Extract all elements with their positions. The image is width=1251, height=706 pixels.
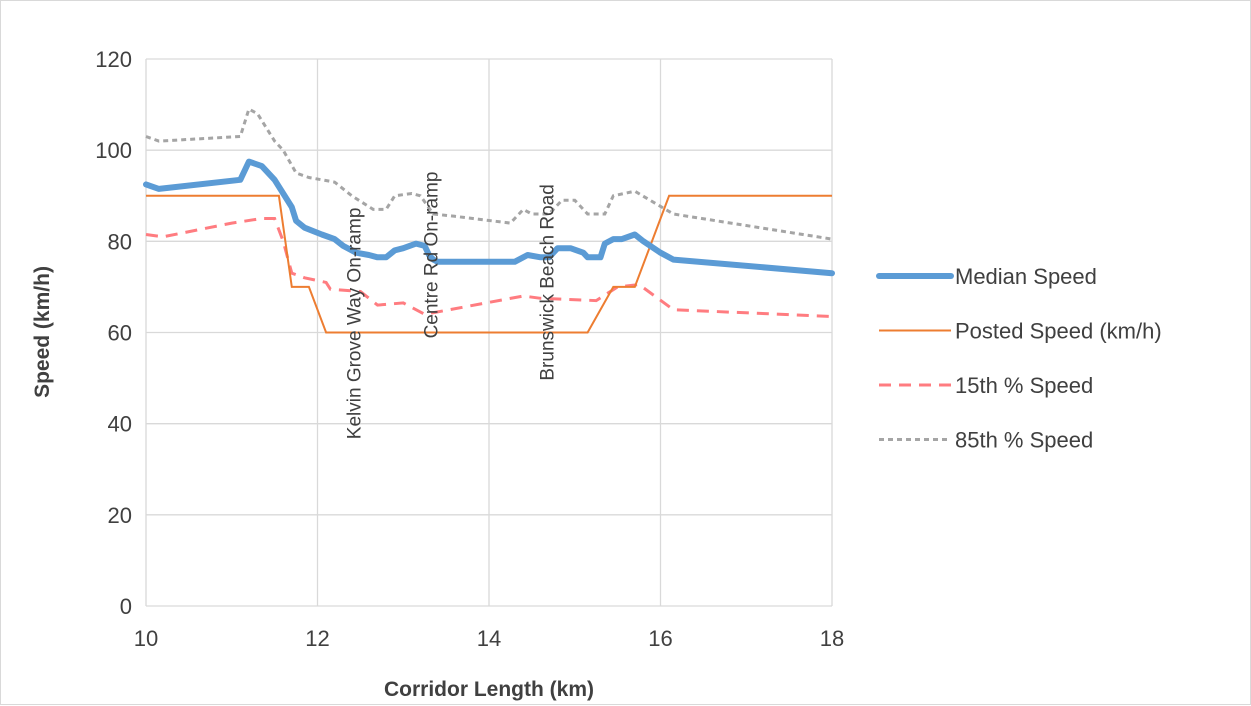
grid-lines (145, 58, 833, 607)
annotation-label: Kelvin Grove Way On-ramp (344, 208, 365, 440)
y-tick-label: 0 (120, 594, 132, 619)
legend-label: 15th % Speed (955, 373, 1093, 398)
x-tick-label: 10 (134, 626, 158, 651)
annotation-label: Brunswick Beach Road (537, 184, 558, 380)
series-line-3 (145, 106, 833, 241)
y-tick-label: 60 (108, 321, 132, 346)
legend: Median Speed Posted Speed (km/h) 15th % Sp… (876, 264, 1162, 453)
x-tick-label: 18 (820, 626, 844, 651)
series-lines (143, 106, 835, 334)
legend-label: 85th % Speed (955, 428, 1093, 453)
x-axis-title: Corridor Length (km) (384, 678, 594, 701)
y-tick-label: 100 (95, 138, 132, 163)
annotation-label: Centre Rd On-ramp (422, 172, 443, 339)
tick-labels: 0 20 40 60 80 100 120 10 12 14 16 18 (95, 47, 844, 651)
y-tick-label: 40 (108, 412, 132, 437)
annotations: Kelvin Grove Way On-ramp Centre Rd On-ram… (344, 172, 558, 440)
y-tick-label: 80 (108, 229, 132, 254)
y-tick-label: 120 (95, 47, 132, 72)
x-tick-label: 14 (477, 626, 501, 651)
series-line-1 (146, 194, 832, 334)
y-tick-label: 20 (108, 503, 132, 528)
x-tick-label: 16 (648, 626, 672, 651)
y-axis-title: Speed (km/h) (31, 266, 54, 398)
x-tick-label: 12 (305, 626, 329, 651)
legend-label: Posted Speed (km/h) (955, 319, 1162, 344)
legend-label: Median Speed (955, 264, 1097, 289)
series-line-0 (143, 158, 835, 277)
